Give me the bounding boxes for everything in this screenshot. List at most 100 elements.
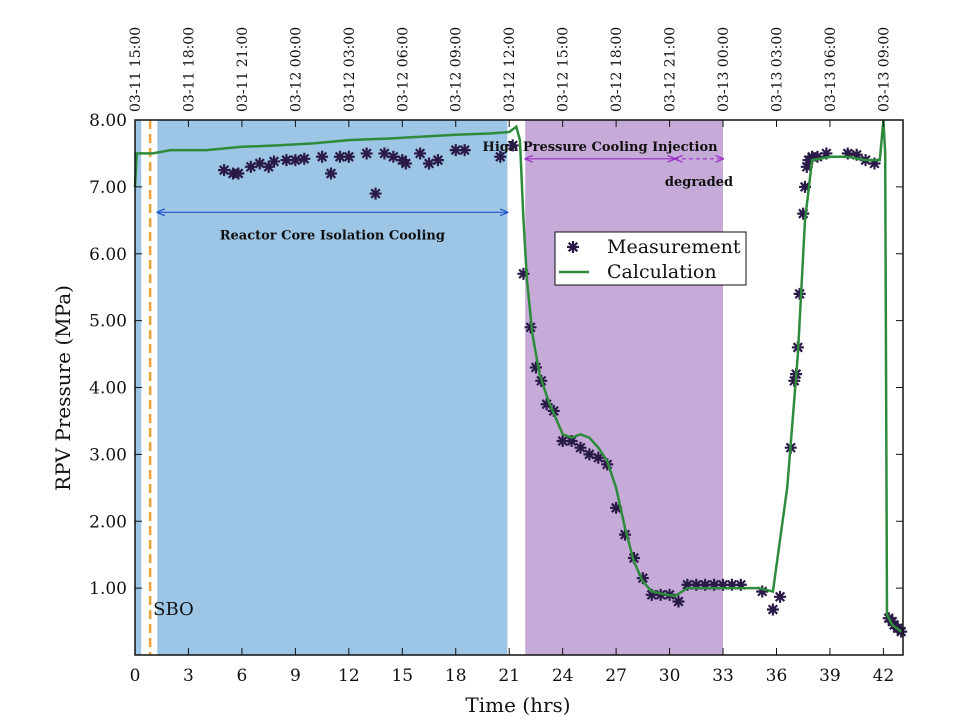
measurement-point xyxy=(868,157,881,170)
measurement-point xyxy=(886,615,899,628)
measurement-point xyxy=(342,150,355,163)
measurement-point xyxy=(369,187,382,200)
measurement-point xyxy=(540,398,553,411)
measurement-point xyxy=(820,147,833,160)
x2-tick-label: 03-12 18:00 xyxy=(609,27,625,112)
measurement-point xyxy=(574,441,587,454)
measurement-point xyxy=(734,578,747,591)
y-tick-label: 4.00 xyxy=(89,379,127,399)
measurement-point xyxy=(811,150,824,163)
x-tick-label: 0 xyxy=(130,666,141,686)
x2-tick-label: 03-13 00:00 xyxy=(716,27,732,112)
measurement-point xyxy=(458,144,471,157)
y-tick-label: 3.00 xyxy=(89,445,127,465)
calculation-line xyxy=(133,119,902,633)
measurement-point xyxy=(253,157,266,170)
x-tick-label: 12 xyxy=(338,666,360,686)
x-tick-label: 27 xyxy=(605,666,627,686)
x-tick-label: 33 xyxy=(712,666,734,686)
x-tick-label: 42 xyxy=(873,666,895,686)
x-tick-label: 18 xyxy=(445,666,467,686)
y-tick-label: 5.00 xyxy=(89,312,127,332)
x2-tick-label: 03-11 18:00 xyxy=(181,27,197,112)
y-tick-label: 2.00 xyxy=(89,512,127,532)
x-tick-label: 21 xyxy=(498,666,520,686)
measurement-point xyxy=(267,155,280,168)
shaded-region xyxy=(157,120,508,655)
measurement-point xyxy=(218,164,231,177)
measurement-point xyxy=(725,578,738,591)
event-label: SBO xyxy=(153,599,194,620)
measurement-point xyxy=(414,147,427,160)
legend-label: Calculation xyxy=(607,261,717,283)
x2-tick-label: 03-12 03:00 xyxy=(342,27,358,112)
measurement-point xyxy=(449,144,462,157)
measurement-point xyxy=(387,150,400,163)
measurement-point xyxy=(592,451,605,464)
measurement-point xyxy=(793,287,806,300)
measurement-point xyxy=(298,152,311,165)
measurement-point xyxy=(841,147,854,160)
measurement-point xyxy=(556,435,569,447)
measurement-point xyxy=(423,157,436,170)
measurement-point xyxy=(565,435,578,447)
measurement-point xyxy=(690,578,703,591)
x-tick-label: 3 xyxy=(183,666,194,686)
measurement-point xyxy=(517,267,530,280)
x-tick-label: 36 xyxy=(766,666,788,686)
x2-tick-label: 03-11 15:00 xyxy=(128,27,144,112)
measurement-point xyxy=(766,603,779,616)
x-tick-label: 6 xyxy=(237,666,248,686)
measurement-point xyxy=(708,578,721,591)
measurement-point xyxy=(798,180,811,193)
measurement-point xyxy=(645,588,658,601)
x2-tick-label: 03-13 06:00 xyxy=(823,27,839,112)
legend-label: Measurement xyxy=(607,236,741,258)
measurement-point xyxy=(610,501,623,514)
x-tick-label: 39 xyxy=(819,666,841,686)
x-tick-label: 9 xyxy=(290,666,301,686)
measurement-point xyxy=(717,578,730,591)
x2-tick-label: 03-12 12:00 xyxy=(502,27,518,112)
measurement-point xyxy=(681,578,694,591)
measurement-point xyxy=(316,150,329,163)
measurement-point xyxy=(262,160,275,173)
annotation-label: Reactor Core Isolation Cooling xyxy=(220,228,445,243)
x-tick-label: 24 xyxy=(552,666,574,686)
y-tick-label: 1.00 xyxy=(89,579,127,599)
measurement-point xyxy=(583,448,596,461)
x2-tick-label: 03-13 03:00 xyxy=(769,27,785,112)
measurement-point xyxy=(800,160,813,173)
x-tick-label: 15 xyxy=(391,666,413,686)
measurement-point xyxy=(672,595,685,608)
y-tick-label: 7.00 xyxy=(89,178,127,198)
measurement-point xyxy=(636,572,649,585)
annotation-label: degraded xyxy=(665,175,733,190)
legend-marker xyxy=(567,241,579,253)
x2-tick-label: 03-12 09:00 xyxy=(449,27,465,112)
x2-tick-label: 03-12 21:00 xyxy=(663,27,679,112)
measurement-point xyxy=(529,361,542,374)
x-axis-label: Time (hrs) xyxy=(465,693,570,717)
legend: Measurement Calculation xyxy=(554,231,747,286)
x2-tick-label: 03-11 21:00 xyxy=(235,27,251,112)
measurement-point xyxy=(654,588,667,601)
measurement-point xyxy=(431,154,444,167)
measurement-point xyxy=(788,374,801,387)
measurement-point xyxy=(289,154,302,167)
measurement-point xyxy=(378,147,391,160)
measurement-point xyxy=(244,160,257,173)
measurement-point xyxy=(280,154,293,167)
measurement-point xyxy=(774,590,787,603)
shaded-region xyxy=(525,120,724,655)
measurement-point xyxy=(333,150,346,163)
measurement-point xyxy=(232,167,245,180)
x2-tick-label: 03-12 06:00 xyxy=(395,27,411,112)
measurement-point xyxy=(797,207,810,220)
x2-tick-label: 03-12 15:00 xyxy=(556,27,572,112)
measurement-point xyxy=(399,157,412,170)
x-tick-label: 30 xyxy=(659,666,681,686)
legend-box xyxy=(554,231,747,286)
y-tick-label: 8.00 xyxy=(89,111,127,131)
